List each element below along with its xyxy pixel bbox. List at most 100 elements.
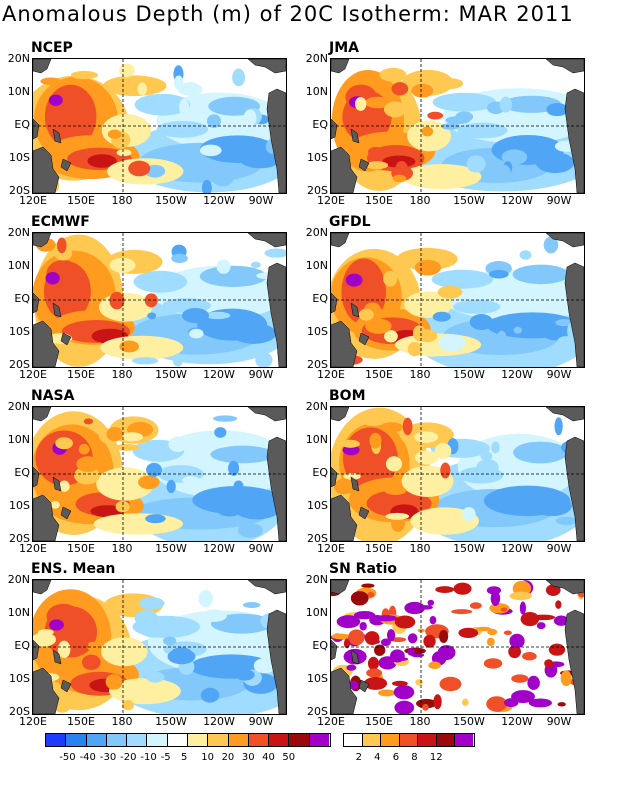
panel-title: NCEP xyxy=(31,40,73,56)
lat-tick-label: 10S xyxy=(9,672,30,685)
map-panel: ECMWF 20N 10N EQ 10S 20S 120E 150E 180 150W 120W 90… xyxy=(8,214,310,386)
colorbar-swatch xyxy=(309,734,329,746)
colorbar-swatch xyxy=(399,734,419,746)
lon-tick-label: 120E xyxy=(19,368,47,381)
lon-tick-label: 90W xyxy=(248,542,274,555)
lat-tick-label: 10S xyxy=(307,672,328,685)
lat-tick-label: 10N xyxy=(305,433,328,446)
lon-tick-label: 120E xyxy=(19,715,47,728)
lat-tick-label: 10S xyxy=(307,151,328,164)
lon-tick-label: 120W xyxy=(501,542,533,555)
lon-tick-label: 150E xyxy=(365,542,393,555)
colorbar-swatch xyxy=(344,734,363,746)
lat-tick-label: 20N xyxy=(305,400,328,413)
lon-tick-label: 150E xyxy=(67,368,95,381)
lon-tick-label: 180 xyxy=(111,368,133,381)
map-panel: NCEP 20N 10N EQ 10S 20S 120E 150E 180 150W 120W 90W xyxy=(8,40,310,212)
anomaly-map-svg xyxy=(33,59,286,193)
colorbar-swatch xyxy=(127,734,148,746)
lon-tick-label: 150E xyxy=(365,368,393,381)
anomaly-map-svg xyxy=(33,233,286,367)
colorbar-swatch xyxy=(455,734,473,746)
lon-tick-label: 120E xyxy=(317,715,345,728)
lat-tick-label: 20N xyxy=(305,226,328,239)
lat-tick-label: EQ xyxy=(14,292,30,305)
lat-tick-label: 20S xyxy=(9,705,30,718)
lon-tick-label: 120W xyxy=(203,194,235,207)
lat-tick-label: 20N xyxy=(305,52,328,65)
panel-title: NASA xyxy=(31,388,75,404)
colorbar-swatch xyxy=(86,734,107,746)
lat-tick-label: 10N xyxy=(7,433,30,446)
lon-tick-label: 90W xyxy=(248,715,274,728)
lon-tick-label: 90W xyxy=(248,368,274,381)
lon-tick-label: 180 xyxy=(111,715,133,728)
colorbar-swatch xyxy=(418,734,437,746)
map-panel: JMA 20N 10N EQ 10S 20S 120E 150E 180 150W 120W 90W xyxy=(306,40,608,212)
lat-tick-label: 20S xyxy=(9,184,30,197)
panel-title: SN Ratio xyxy=(329,561,398,577)
map-panel: GFDL 20N 10N EQ 10S 20S 120E 150E 180 150W 120W 90W xyxy=(306,214,608,386)
lon-tick-label: 150W xyxy=(155,194,187,207)
colorbar-label: 10 xyxy=(201,752,215,763)
lat-tick-label: 10N xyxy=(7,606,30,619)
colorbar-label: 6 xyxy=(392,752,400,763)
lat-tick-label: EQ xyxy=(312,639,328,652)
lon-tick-label: 180 xyxy=(111,194,133,207)
lon-tick-label: 120E xyxy=(317,194,345,207)
lat-tick-label: 10S xyxy=(307,499,328,512)
lat-tick-label: 10S xyxy=(9,325,30,338)
colorbar-swatch xyxy=(228,734,249,746)
colorbar-swatch xyxy=(381,734,400,746)
panel-title: JMA xyxy=(329,40,359,56)
colorbar-label: 4 xyxy=(374,752,381,763)
lon-tick-label: 150W xyxy=(155,715,187,728)
lon-tick-label: 90W xyxy=(546,542,572,555)
lon-tick-label: 120E xyxy=(19,542,47,555)
figure-title: Anomalous Depth (m) of 20C Isotherm: MAR… xyxy=(2,2,574,26)
colorbar-label: -50 xyxy=(59,752,76,763)
map-area xyxy=(32,579,287,715)
panel-title: ECMWF xyxy=(31,214,90,230)
lon-tick-label: 150W xyxy=(155,542,187,555)
map-panel: NASA 20N 10N EQ 10S 20S 120E 150E 180 150W 120W 90W xyxy=(8,388,310,560)
colorbar-label: 50 xyxy=(282,752,296,763)
anomaly-colorbar xyxy=(45,733,331,747)
lat-tick-label: EQ xyxy=(14,639,30,652)
lat-tick-label: 20N xyxy=(7,573,30,586)
lat-tick-label: 20S xyxy=(9,532,30,545)
lon-tick-label: 150W xyxy=(453,368,485,381)
lat-tick-label: 20S xyxy=(307,532,328,545)
lon-tick-label: 120W xyxy=(501,194,533,207)
lon-tick-label: 180 xyxy=(409,194,431,207)
map-area xyxy=(330,406,585,542)
colorbar-label: -10 xyxy=(140,752,157,763)
lon-tick-label: 120E xyxy=(317,368,345,381)
lat-tick-label: 10S xyxy=(9,151,30,164)
colorbar-label: 12 xyxy=(429,752,443,763)
lat-tick-label: 10N xyxy=(7,259,30,272)
lon-tick-label: 150E xyxy=(365,715,393,728)
colorbar-swatch xyxy=(208,734,229,746)
lat-tick-label: EQ xyxy=(312,118,328,131)
lon-tick-label: 120W xyxy=(501,715,533,728)
colorbar-label: -40 xyxy=(79,752,96,763)
lat-tick-label: 20N xyxy=(7,52,30,65)
colorbar-swatch xyxy=(167,734,188,746)
colorbar-label: -20 xyxy=(120,752,137,763)
panel-title: GFDL xyxy=(329,214,371,230)
colorbar-label: 8 xyxy=(411,752,418,763)
anomaly-map-svg xyxy=(331,580,584,714)
anomaly-map-svg xyxy=(331,407,584,541)
lon-tick-label: 120W xyxy=(501,368,533,381)
lat-tick-label: 20S xyxy=(9,358,30,371)
lon-tick-label: 120W xyxy=(203,715,235,728)
lon-tick-label: 150E xyxy=(365,194,393,207)
map-area xyxy=(330,232,585,368)
anomaly-map-svg xyxy=(331,59,584,193)
map-panel: BOM 20N 10N EQ 10S 20S 120E 150E 180 150W 120W 90W xyxy=(306,388,608,560)
lon-tick-label: 120W xyxy=(203,368,235,381)
lat-tick-label: EQ xyxy=(312,466,328,479)
lon-tick-label: 90W xyxy=(546,715,572,728)
colorbar-swatch xyxy=(248,734,270,746)
